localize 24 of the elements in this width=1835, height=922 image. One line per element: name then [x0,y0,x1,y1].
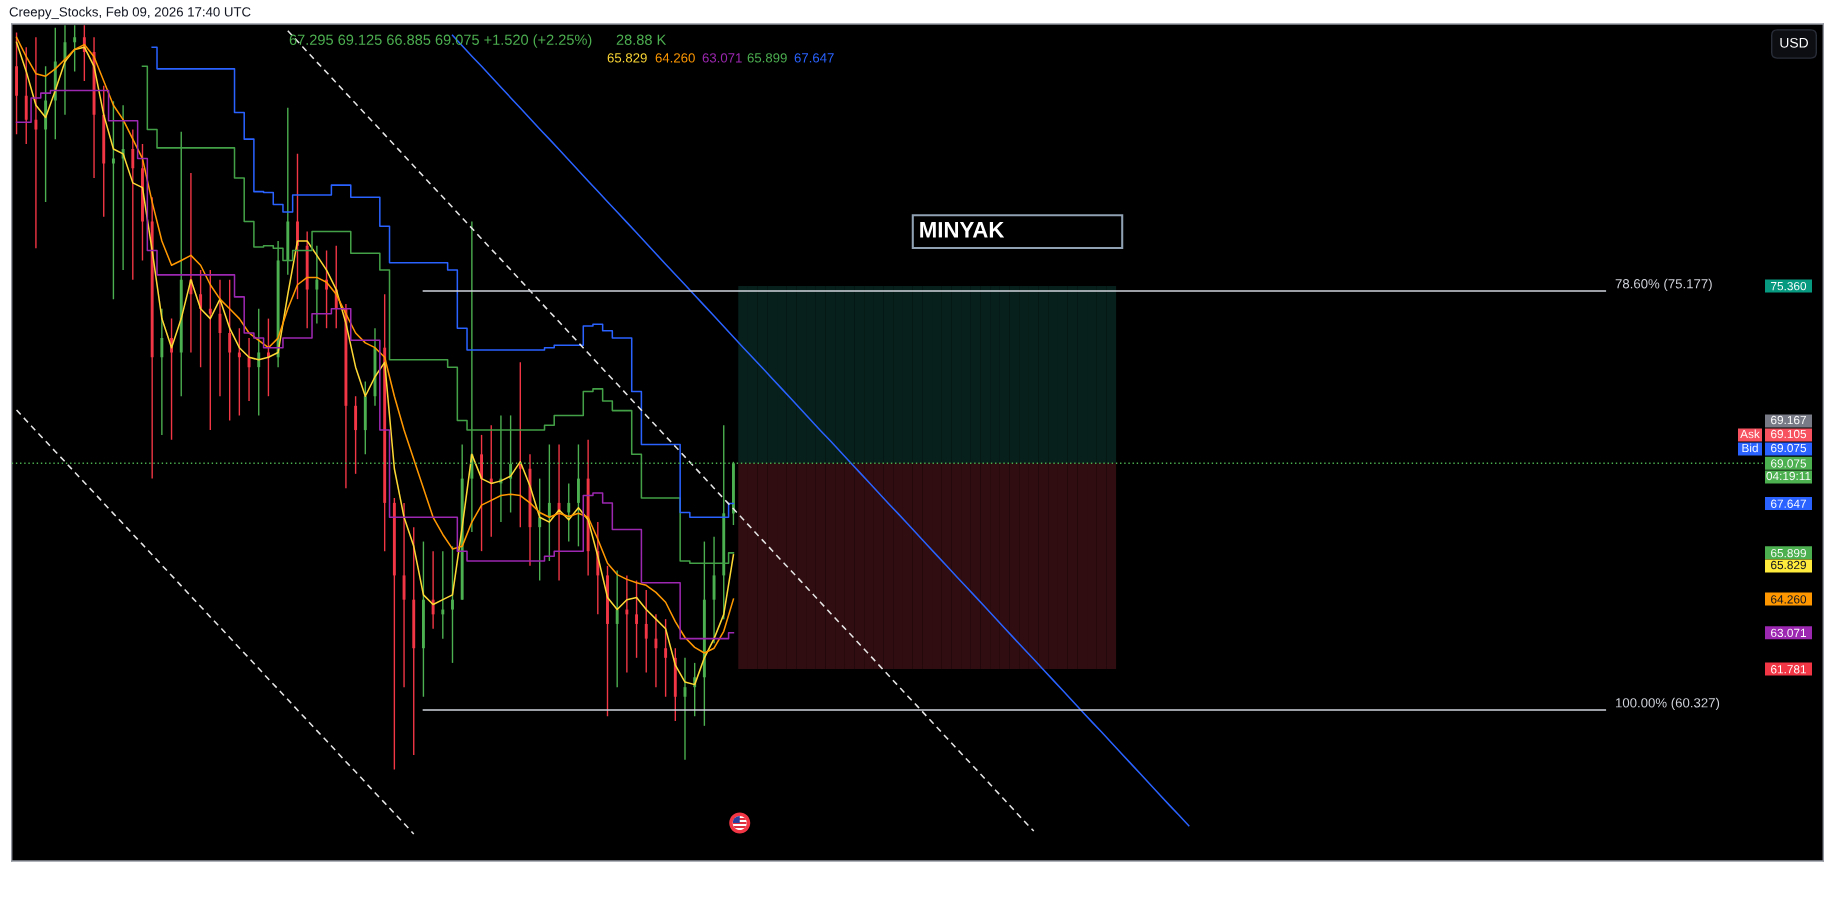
annotation: 04:19:11 [1766,471,1811,481]
annotation: Bid [1742,443,1758,453]
annotation: 69.167 [1771,415,1806,425]
y-tick-label: 75.360 [1771,281,1807,291]
annotation: 28.88 K [616,34,667,45]
annotation: USD [1780,37,1808,48]
annotation: Ask [1740,429,1760,439]
y-tick-label: 64.260 [1771,595,1807,604]
text: MINYAK [920,222,1005,238]
y-tick-label: 65.899 [1771,548,1806,558]
y-tick-label: 61.781 [1771,665,1806,674]
annotation: 69.105 [1771,429,1807,439]
series-label: 100.00% (60.327) [1616,697,1720,711]
annotation: 64.260 [655,53,695,63]
annotation: 67.647 [794,53,834,63]
annotation: 63.071 [702,53,742,63]
y-tick-label: 67.647 [1771,499,1806,508]
annotation: 65.899 [747,53,787,63]
annotation: 65.829 [1771,560,1806,570]
series-label: 78.60% (75.177) [1615,278,1712,292]
annotation: 65.829 [607,53,647,63]
chart-subtitle: Creepy_Stocks, Feb 09, 2026 17:40 UTC [9,6,251,20]
y-tick-label: 63.071 [1771,628,1806,638]
y-tick-label: 69.075 [1771,459,1807,468]
